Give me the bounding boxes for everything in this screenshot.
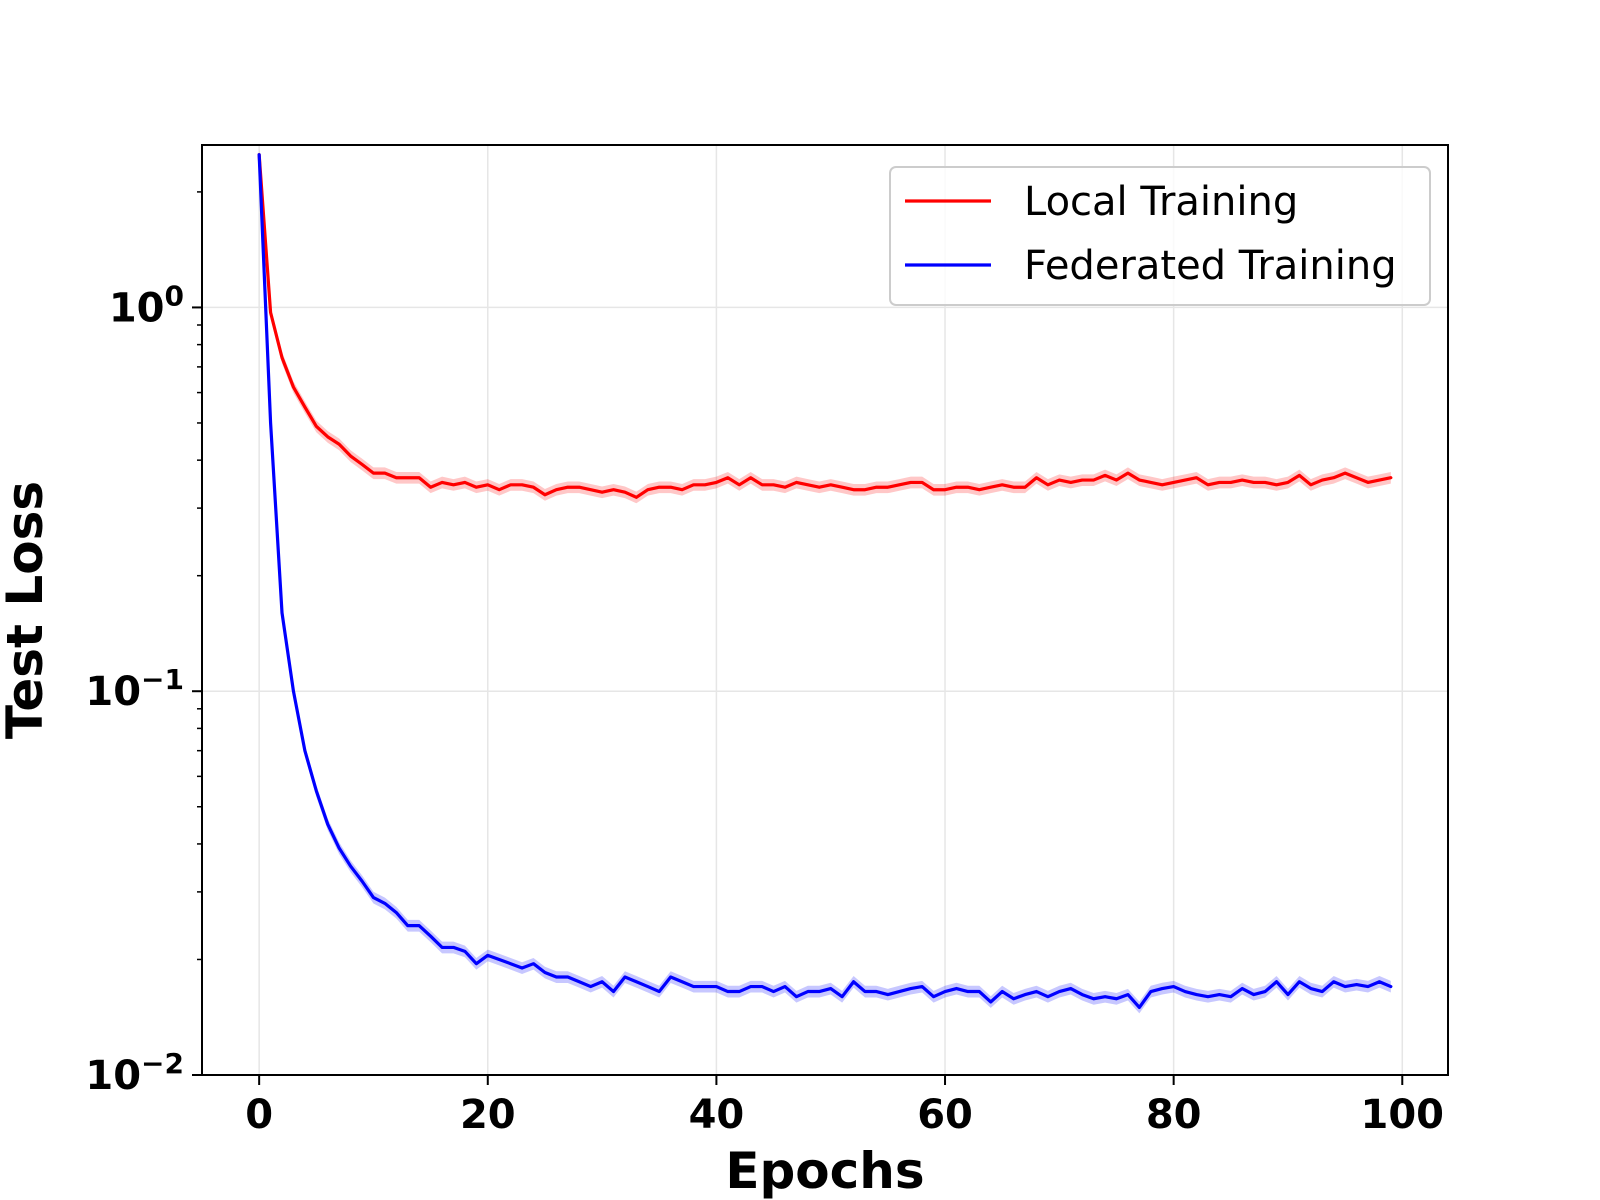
series-band-1: [259, 148, 1391, 504]
y-axis-label: Test Loss: [0, 481, 54, 739]
legend: Local Training Federated Training: [889, 166, 1431, 306]
plot-frame: [201, 144, 1449, 1076]
x-tick-label: 0: [245, 1092, 273, 1138]
legend-label: Local Training: [1024, 179, 1298, 225]
x-tick-label: 20: [460, 1092, 516, 1138]
x-tick-label: 100: [1361, 1092, 1445, 1138]
legend-box: [889, 166, 1431, 306]
y-tick-label: 10−2: [85, 1047, 184, 1099]
x-axis-label: Epochs: [725, 1142, 924, 1200]
axes: 0 20 40 60 80 100 100 10−1 10−2: [85, 191, 1445, 1138]
legend-label: Federated Training: [1024, 243, 1397, 289]
series-line-2: [257, 153, 1393, 1010]
legend-entries: Local Training Federated Training: [905, 179, 1397, 289]
x-tick-label: 80: [1146, 1092, 1202, 1138]
y-tick-label: 10−1: [85, 663, 184, 715]
series-line-1: [257, 153, 1393, 499]
x-tick-label: 60: [917, 1092, 973, 1138]
series-lines: [257, 153, 1393, 1010]
y-tick-label: 100: [109, 279, 184, 331]
confidence-bands: [259, 148, 1391, 1014]
x-tick-label: 40: [689, 1092, 745, 1138]
